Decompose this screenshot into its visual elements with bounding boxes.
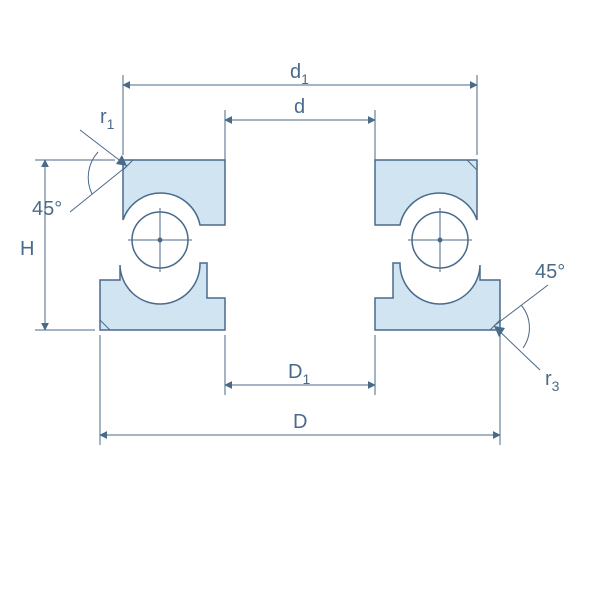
label-D1: D1 bbox=[288, 361, 310, 387]
lower-washer-right bbox=[375, 263, 500, 330]
label-angle-top: 45° bbox=[32, 198, 62, 220]
bearing-diagram: H d1 d D1 D r1 45° r3 45° bbox=[0, 0, 600, 600]
lower-washer-left bbox=[100, 263, 225, 330]
label-r3: r3 bbox=[545, 368, 560, 394]
label-d: d bbox=[294, 96, 305, 118]
label-angle-bot: 45° bbox=[535, 261, 565, 283]
label-D: D bbox=[293, 411, 307, 433]
label-H: H bbox=[20, 238, 34, 260]
label-r1: r1 bbox=[100, 106, 115, 132]
label-d1: d1 bbox=[290, 61, 309, 87]
